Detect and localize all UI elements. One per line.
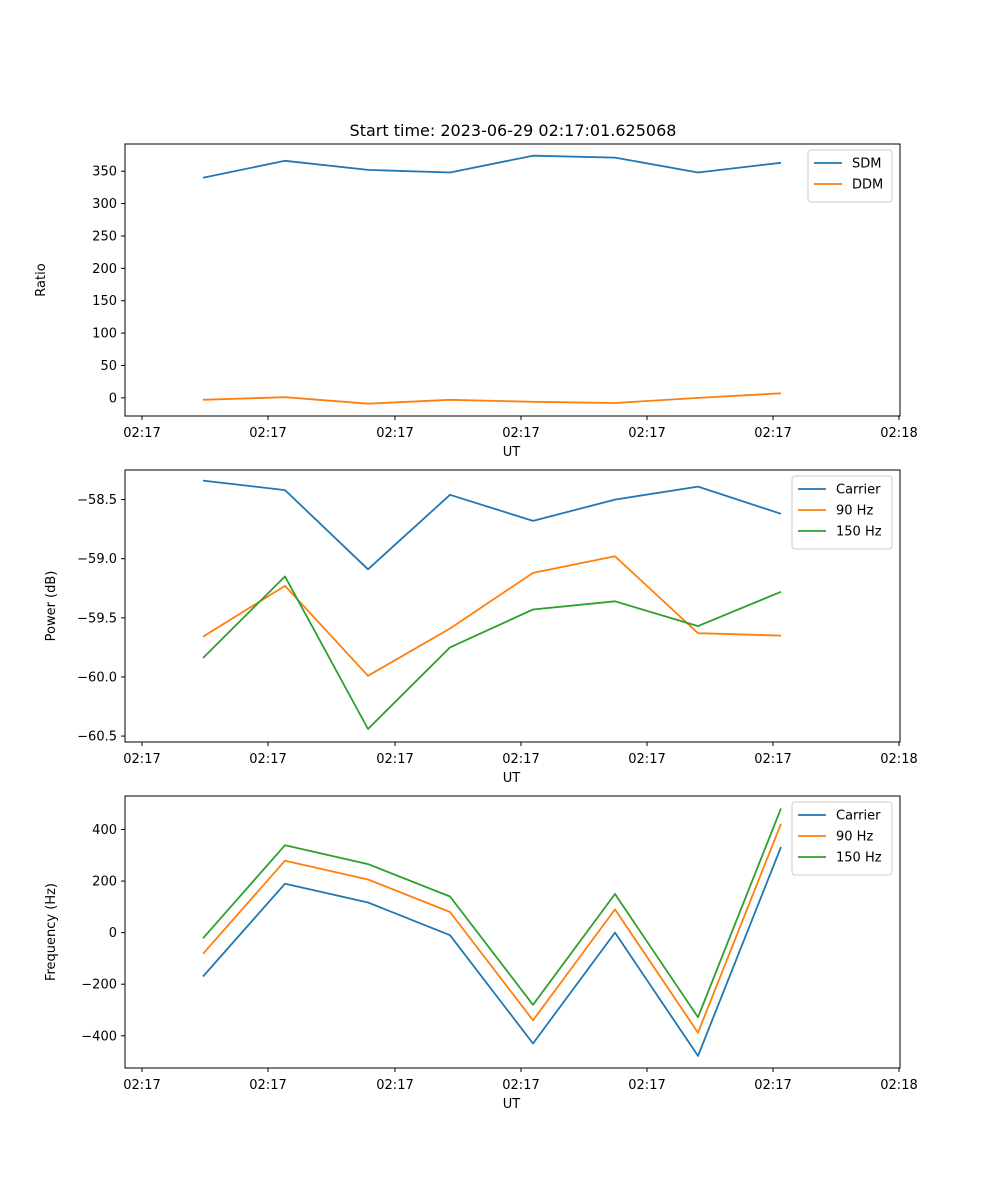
y-tick-label: 400 <box>92 823 117 838</box>
x-tick-label: 02:17 <box>502 426 539 441</box>
y-tick-label: −59.0 <box>77 552 117 567</box>
y-tick-label: 50 <box>100 359 117 374</box>
x-axis-label: UT <box>503 445 521 460</box>
series-line-carrier <box>202 846 782 1057</box>
x-tick-label: 02:17 <box>123 752 160 767</box>
y-tick-label: 200 <box>92 262 117 277</box>
x-tick-label: 02:18 <box>880 426 917 441</box>
y-tick-label: −60.5 <box>77 730 117 745</box>
x-tick-label: 02:18 <box>880 1078 917 1093</box>
x-tick-label: 02:17 <box>628 752 665 767</box>
x-tick-label: 02:17 <box>123 1078 160 1093</box>
x-tick-label: 02:17 <box>376 426 413 441</box>
x-tick-label: 02:17 <box>249 426 286 441</box>
y-axis-label: Frequency (Hz) <box>44 883 59 981</box>
legend-entry: 150 Hz <box>836 851 882 866</box>
axes-frame <box>124 469 901 743</box>
axes-frame <box>124 143 901 417</box>
y-tick-label: −58.5 <box>77 493 117 508</box>
series-line-150-hz <box>202 575 782 730</box>
x-tick-label: 02:17 <box>376 1078 413 1093</box>
x-tick-label: 02:17 <box>249 1078 286 1093</box>
y-tick-label: −59.5 <box>77 611 117 626</box>
x-tick-label: 02:17 <box>123 426 160 441</box>
panel-3: 02:17 02:17 02:17 02:17 02:17 02:17 02:18 −400 −… <box>44 795 918 1112</box>
panel-2: 02:17 02:17 02:17 02:17 02:17 02:17 02:18 −60.5… <box>44 469 918 786</box>
x-axis-label: UT <box>503 771 521 786</box>
legend: Carrier 90 Hz 150 Hz <box>791 801 893 876</box>
series-line-90-hz <box>202 555 782 677</box>
panels: 02:17 02:17 02:17 02:17 02:17 02:17 02:18 0 50 10… <box>34 143 918 1112</box>
y-tick-label: 300 <box>92 197 117 212</box>
x-tick-label: 02:17 <box>628 1078 665 1093</box>
y-tick-label: 250 <box>92 229 117 244</box>
x-tick-label: 02:17 <box>754 426 791 441</box>
axes-frame <box>124 795 901 1069</box>
chart-title: Start time: 2023-06-29 02:17:01.625068 <box>350 121 677 140</box>
x-axis-label: UT <box>503 1097 521 1112</box>
y-tick-label: 100 <box>92 327 117 342</box>
series-line-carrier <box>202 479 782 571</box>
series-line-sdm <box>202 154 782 179</box>
x-tick-label: 02:17 <box>754 1078 791 1093</box>
x-tick-label: 02:18 <box>880 752 917 767</box>
series-line-150-hz <box>202 808 782 1019</box>
panel-1: 02:17 02:17 02:17 02:17 02:17 02:17 02:18 0 50 10… <box>34 143 918 460</box>
y-axis-label: Power (dB) <box>44 571 59 642</box>
legend: Carrier 90 Hz 150 Hz <box>791 475 893 550</box>
y-axis-label: Ratio <box>34 263 49 296</box>
x-tick-label: 02:17 <box>249 752 286 767</box>
y-tick-label: 0 <box>109 926 117 941</box>
x-tick-label: 02:17 <box>754 752 791 767</box>
series-line-ddm <box>202 392 782 405</box>
legend-entry: 150 Hz <box>836 525 882 540</box>
y-tick-label: 0 <box>109 391 117 406</box>
legend-entry: Carrier <box>836 483 881 498</box>
x-tick-label: 02:17 <box>376 752 413 767</box>
y-tick-label: −400 <box>81 1029 117 1044</box>
y-tick-label: −60.0 <box>77 670 117 685</box>
legend-entry: 90 Hz <box>836 830 873 845</box>
y-tick-label: 150 <box>92 294 117 309</box>
y-tick-label: 200 <box>92 875 117 890</box>
legend-entry: SDM <box>852 157 881 172</box>
x-tick-label: 02:17 <box>502 752 539 767</box>
legend-entry: DDM <box>852 178 883 193</box>
y-tick-label: 350 <box>92 165 117 180</box>
y-tick-label: −200 <box>81 978 117 993</box>
legend-entry: Carrier <box>836 809 881 824</box>
series-line-90-hz <box>202 823 782 1034</box>
legend: SDM DDM <box>807 149 893 203</box>
x-tick-label: 02:17 <box>628 426 665 441</box>
x-tick-label: 02:17 <box>502 1078 539 1093</box>
legend-entry: 90 Hz <box>836 504 873 519</box>
